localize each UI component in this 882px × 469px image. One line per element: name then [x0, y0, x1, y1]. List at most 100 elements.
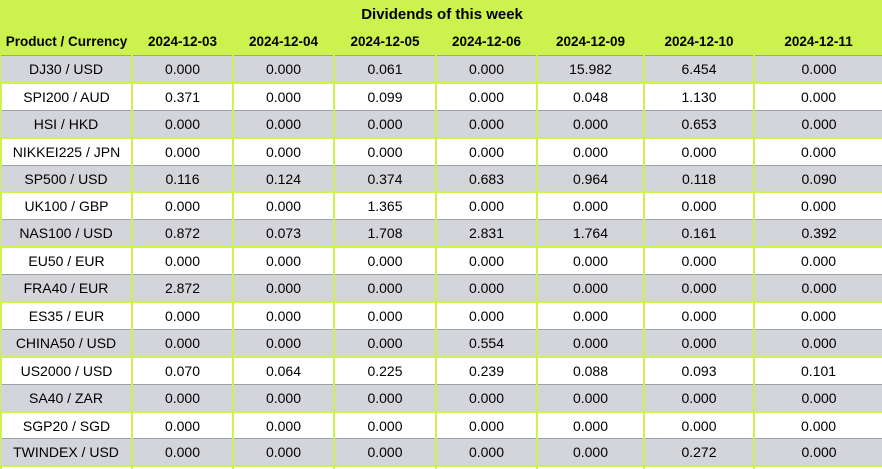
dividend-value-cell: 0.000: [334, 465, 437, 469]
dividend-value-cell: 0.000: [754, 274, 882, 303]
dividend-value-cell: 0.371: [132, 81, 234, 111]
column-header-date-2024-12-04: 2024-12-04: [233, 28, 334, 56]
dividend-value-cell: 0.000: [754, 246, 882, 275]
dividend-value-cell: 0.000: [644, 246, 755, 275]
table-row: HSI / HKD 0.000 0.000 0.000 0.000 0.000 0.653 0…: [1, 109, 882, 138]
dividend-value-cell: 0.000: [537, 246, 645, 275]
dividend-value-cell: 0.000: [537, 136, 645, 166]
dividend-value-cell: 0.683: [436, 164, 538, 193]
dividend-value-cell: 0.000: [537, 438, 645, 467]
dividend-value-cell: 0.000: [132, 54, 234, 83]
product-cell: CHINA50 / USD: [1, 328, 133, 357]
dividend-value-cell: 0.000: [132, 383, 234, 412]
dividend-value-cell: 1.130: [644, 81, 755, 111]
dividend-value-cell: 0.225: [334, 355, 437, 385]
dividend-value-cell: 0.000: [233, 81, 335, 111]
dividend-value-cell: 0.000: [436, 410, 538, 439]
dividend-value-cell: 0.000: [537, 274, 645, 303]
dividend-value-cell: 0.000: [644, 191, 755, 220]
product-cell: SGP20 / SGD: [0, 410, 133, 439]
dividend-value-cell: 0.000: [334, 109, 437, 138]
dividend-value-cell: 0.000: [233, 301, 335, 330]
dividend-value-cell: 2.831: [436, 219, 538, 248]
dividend-value-cell: 0.000: [436, 81, 538, 111]
table-body: DJ30 / USD 0.000 0.000 0.061 0.000 15.982 6.45…: [0, 54, 882, 469]
column-header-date-2024-12-11: 2024-12-11: [754, 28, 882, 56]
dividend-value-cell: 0.000: [132, 328, 234, 357]
dividend-value-cell: 0.161: [644, 219, 755, 248]
dividend-value-cell: 0.000: [132, 109, 234, 138]
product-cell: TWINDEX / USD: [1, 438, 133, 467]
dividend-value-cell: 0.000: [754, 301, 882, 330]
dividend-value-cell: 0.000: [233, 274, 335, 303]
dividend-value-cell: 6.454: [644, 54, 755, 83]
column-header-date-2024-12-03: 2024-12-03: [132, 28, 233, 56]
dividend-value-cell: 0.064: [233, 355, 335, 385]
product-cell: HKTECH / HKD: [0, 465, 133, 469]
dividend-value-cell: 15.982: [537, 54, 645, 83]
dividend-value-cell: 0.000: [334, 410, 437, 439]
dividend-value-cell: 0.000: [132, 136, 234, 166]
dividend-value-cell: 1.764: [537, 219, 645, 248]
table-row: EU50 / EUR 0.000 0.000 0.000 0.000 0.000 0.000…: [0, 246, 882, 275]
product-cell: ES35 / EUR: [0, 301, 133, 330]
dividend-value-cell: 0.000: [233, 438, 335, 467]
column-header-date-2024-12-09: 2024-12-09: [537, 28, 644, 56]
product-cell: FRA40 / EUR: [1, 274, 133, 303]
dividend-value-cell: 0.000: [233, 410, 335, 439]
dividend-value-cell: 0.000: [754, 136, 882, 166]
column-header-date-2024-12-10: 2024-12-10: [644, 28, 754, 56]
dividend-value-cell: 0.374: [334, 164, 437, 193]
dividend-value-cell: 0.000: [334, 136, 437, 166]
dividend-value-cell: 0.000: [537, 465, 645, 469]
dividend-value-cell: 0.000: [233, 54, 335, 83]
column-header-date-2024-12-05: 2024-12-05: [334, 28, 436, 56]
dividend-value-cell: 0.000: [436, 191, 538, 220]
dividend-value-cell: 0.272: [644, 438, 755, 467]
dividend-value-cell: 0.392: [754, 219, 882, 248]
dividend-value-cell: 0.000: [233, 246, 335, 275]
dividend-value-cell: 0.653: [644, 109, 755, 138]
dividend-value-cell: 0.000: [334, 383, 437, 412]
dividend-value-cell: 0.000: [132, 410, 234, 439]
dividend-value-cell: 0.000: [334, 274, 437, 303]
dividend-value-cell: 0.088: [537, 355, 645, 385]
dividend-value-cell: 0.000: [436, 438, 538, 467]
table-row: UK100 / GBP 0.000 0.000 1.365 0.000 0.000 0.00…: [0, 191, 882, 220]
dividend-value-cell: 0.116: [132, 164, 234, 193]
product-cell: UK100 / GBP: [0, 191, 133, 220]
dividend-value-cell: 0.000: [537, 328, 645, 357]
dividend-value-cell: 0.000: [537, 410, 645, 439]
dividend-value-cell: 0.554: [436, 328, 538, 357]
product-cell: SP500 / USD: [1, 164, 133, 193]
title-row: Dividends of this week: [1, 0, 882, 28]
table-row: DJ30 / USD 0.000 0.000 0.061 0.000 15.982 6.45…: [1, 54, 882, 83]
dividend-value-cell: 0.101: [754, 355, 882, 385]
product-cell: SA40 / ZAR: [1, 383, 133, 412]
dividend-value-cell: 0.000: [132, 246, 234, 275]
dividend-value-cell: 0.073: [233, 219, 335, 248]
table-row: SP500 / USD 0.116 0.124 0.374 0.683 0.964 0.11…: [1, 164, 882, 193]
dividend-value-cell: 0.099: [334, 81, 437, 111]
dividend-value-cell: 0.000: [754, 383, 882, 412]
table-row: SPI200 / AUD 0.371 0.000 0.099 0.000 0.048 1.1…: [0, 81, 882, 111]
dividend-value-cell: 0.239: [436, 355, 538, 385]
table-row: SA40 / ZAR 0.000 0.000 0.000 0.000 0.000 0.000…: [1, 383, 882, 412]
dividend-value-cell: 0.000: [334, 301, 437, 330]
dividend-value-cell: 0.000: [233, 383, 335, 412]
dividend-value-cell: 0.000: [233, 109, 335, 138]
dividend-value-cell: 0.093: [644, 355, 755, 385]
dividend-value-cell: 0.000: [754, 438, 882, 467]
dividend-value-cell: 0.000: [754, 191, 882, 220]
table-row: TWINDEX / USD 0.000 0.000 0.000 0.000 0.000 0.…: [1, 438, 882, 467]
column-header-product: Product / Currency: [1, 28, 132, 56]
dividend-value-cell: 0.000: [644, 328, 755, 357]
product-cell: HSI / HKD: [1, 109, 133, 138]
dividend-value-cell: 0.000: [436, 136, 538, 166]
dividend-value-cell: 0.000: [436, 301, 538, 330]
product-cell: EU50 / EUR: [0, 246, 133, 275]
dividend-value-cell: 0.000: [233, 136, 335, 166]
column-header-date-2024-12-06: 2024-12-06: [436, 28, 537, 56]
